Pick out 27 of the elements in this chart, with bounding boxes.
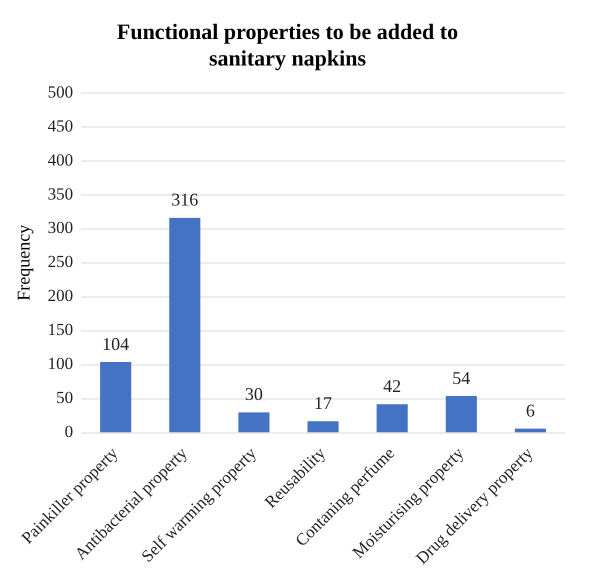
y-tick-label: 150 [48,320,74,340]
y-tick-label: 250 [48,252,74,272]
data-label: 30 [244,384,263,404]
bar [238,412,270,432]
bar [307,421,339,432]
y-tick-label: 0 [64,422,74,442]
data-label: 42 [383,376,402,396]
y-tick-label: 400 [48,150,74,170]
data-label: 17 [314,392,332,413]
data-label: 54 [452,368,470,388]
bar [100,362,132,432]
bar [446,396,477,432]
data-label: 316 [171,190,198,210]
y-axis-title: Frequency [14,224,34,301]
chart-title: Functional properties to be added to sanitary napkins [116,18,458,70]
y-tick-label: 500 [48,82,74,102]
y-tick-label: 100 [48,354,74,374]
data-label: 6 [526,400,535,420]
y-tick-label: 50 [56,388,74,408]
bar [169,218,200,432]
y-tick-label: 350 [48,184,74,204]
y-tick-label: 200 [48,286,74,306]
bar [376,404,408,432]
y-tick-label: 300 [48,218,74,238]
bar [514,428,546,432]
data-label: 104 [102,334,130,354]
y-tick-label: 450 [48,116,74,136]
